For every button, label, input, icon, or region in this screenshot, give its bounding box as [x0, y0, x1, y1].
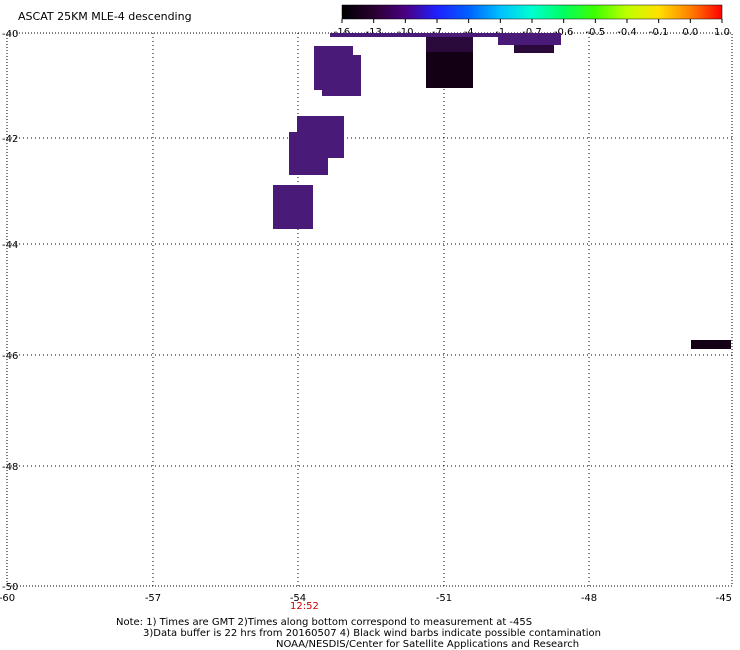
lat-label: -50 [2, 582, 18, 593]
swath-cell [514, 45, 554, 53]
gridlines [7, 33, 732, 586]
latitude-labels: -40 -42 -44 -46 -48 -50 [2, 29, 18, 593]
lat-label: -48 [2, 462, 18, 473]
colorbar-bar [341, 4, 723, 20]
lon-label: -48 [581, 593, 597, 604]
lat-label: -46 [2, 351, 18, 362]
time-marker: 12:52 [290, 601, 319, 612]
colorbar-label: -16 [334, 27, 350, 38]
lon-label: -54 [290, 593, 306, 604]
colorbar-label: -0.4 [617, 27, 637, 38]
lon-label: -60 [0, 593, 15, 604]
lat-label: -42 [2, 134, 18, 145]
note-line-2: 3)Data buffer is 22 hrs from 20160507 4)… [143, 628, 601, 639]
lon-label: -57 [145, 593, 161, 604]
swath-cell [426, 33, 473, 52]
lon-label: -51 [436, 593, 452, 604]
colorbar-label: -4 [464, 27, 474, 38]
swath-cell [691, 340, 731, 349]
swath-cell [289, 132, 328, 175]
map-plot-area [6, 32, 733, 587]
longitude-labels: -60 -57 -54 -51 -48 -45 [0, 593, 732, 604]
swath-cell [426, 52, 473, 88]
colorbar-label: -0.6 [554, 27, 574, 38]
colorbar-label: 0.0 [682, 27, 698, 38]
swath-cell [273, 185, 313, 229]
note-line-1: Note: 1) Times are GMT 2)Times along bot… [116, 617, 532, 628]
swath-cell [330, 33, 510, 37]
lat-label: -40 [2, 29, 18, 40]
swath-cell [322, 55, 361, 96]
lat-label: -44 [2, 240, 18, 251]
map-title: ASCAT 25KM MLE-4 descending [18, 10, 192, 23]
note-line-3: NOAA/NESDIS/Center for Satellite Applica… [276, 639, 579, 650]
colorbar-label: -1 [495, 27, 505, 38]
plot-frame [6, 32, 733, 587]
colorbar-label: -10 [397, 27, 413, 38]
swath-cell [498, 33, 561, 45]
data-swaths [273, 33, 731, 349]
lon-label: -45 [716, 593, 732, 604]
